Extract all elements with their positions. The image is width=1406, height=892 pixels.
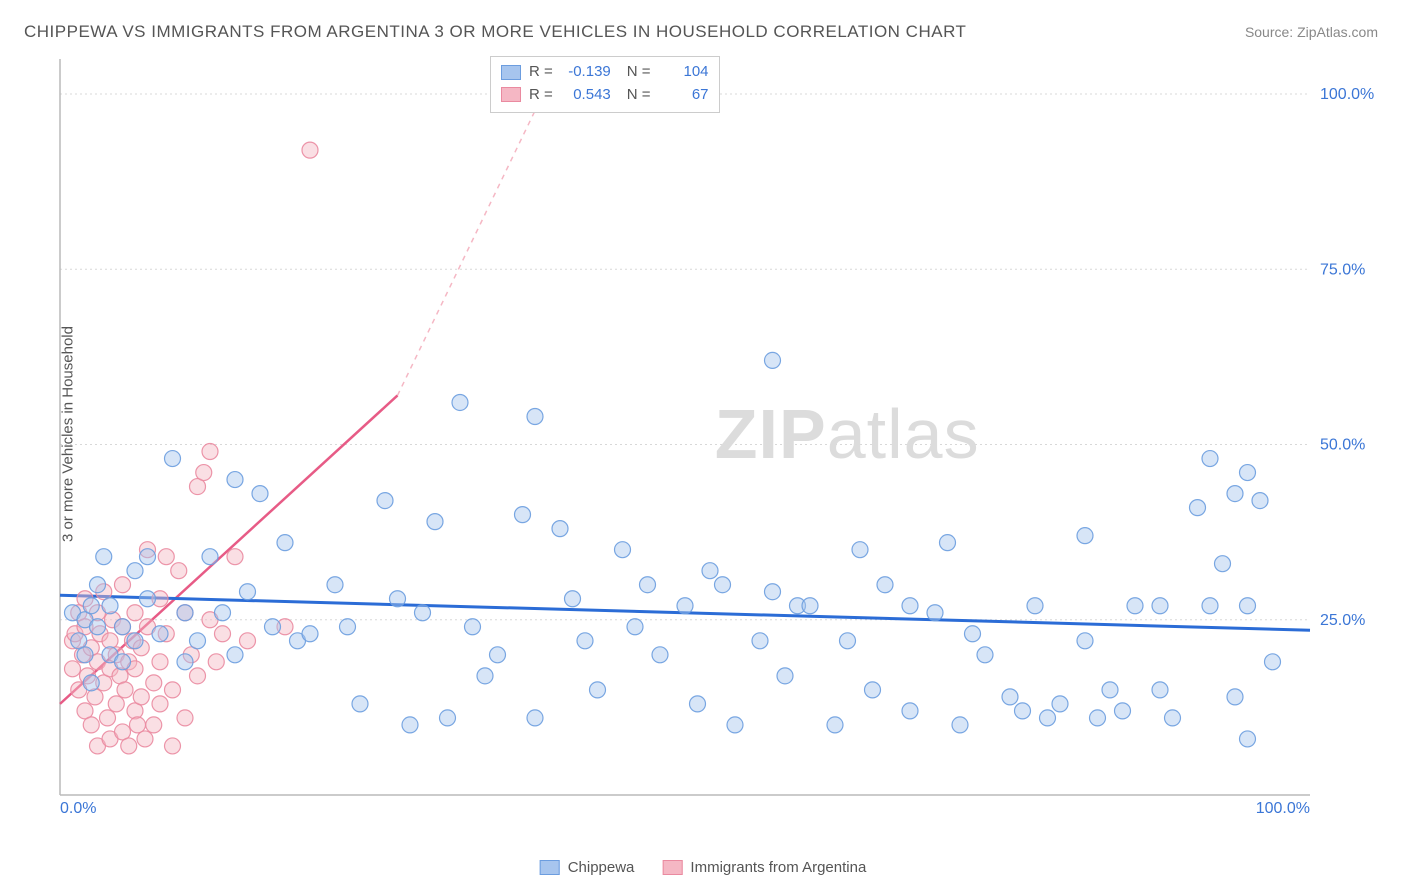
stat-label-r: R = [529, 84, 553, 107]
svg-text:100.0%: 100.0% [1320, 86, 1374, 103]
swatch-chippewa [501, 65, 521, 80]
y-axis-label: 3 or more Vehicles in Household [60, 326, 77, 542]
watermark: ZIPatlas [715, 394, 980, 474]
stat-label-r: R = [529, 61, 553, 84]
stat-value-r-chippewa: -0.139 [561, 61, 611, 84]
stat-value-n-argentina: 67 [659, 84, 709, 107]
legend-label-chippewa: Chippewa [568, 859, 635, 876]
svg-text:25.0%: 25.0% [1320, 612, 1365, 629]
svg-text:0.0%: 0.0% [60, 800, 96, 813]
legend-swatch-argentina [662, 860, 682, 875]
correlation-stats-box: R = -0.139 N = 104 R = 0.543 N = 67 [490, 56, 720, 113]
chart-title: CHIPPEWA VS IMMIGRANTS FROM ARGENTINA 3 … [24, 22, 966, 42]
plot-area: 3 or more Vehicles in Household ZIPatlas… [54, 55, 1376, 813]
stat-value-n-chippewa: 104 [659, 61, 709, 84]
legend: Chippewa Immigrants from Argentina [540, 859, 867, 876]
stats-row-argentina: R = 0.543 N = 67 [501, 84, 709, 107]
legend-item-chippewa: Chippewa [540, 859, 635, 876]
swatch-argentina [501, 87, 521, 102]
svg-text:75.0%: 75.0% [1320, 261, 1365, 278]
stat-value-r-argentina: 0.543 [561, 84, 611, 107]
svg-text:100.0%: 100.0% [1256, 800, 1310, 813]
stat-label-n: N = [627, 61, 651, 84]
stats-row-chippewa: R = -0.139 N = 104 [501, 61, 709, 84]
stat-label-n: N = [627, 84, 651, 107]
svg-text:50.0%: 50.0% [1320, 437, 1365, 454]
legend-label-argentina: Immigrants from Argentina [690, 859, 866, 876]
source-attribution: Source: ZipAtlas.com [1245, 24, 1378, 40]
legend-item-argentina: Immigrants from Argentina [662, 859, 866, 876]
legend-swatch-chippewa [540, 860, 560, 875]
